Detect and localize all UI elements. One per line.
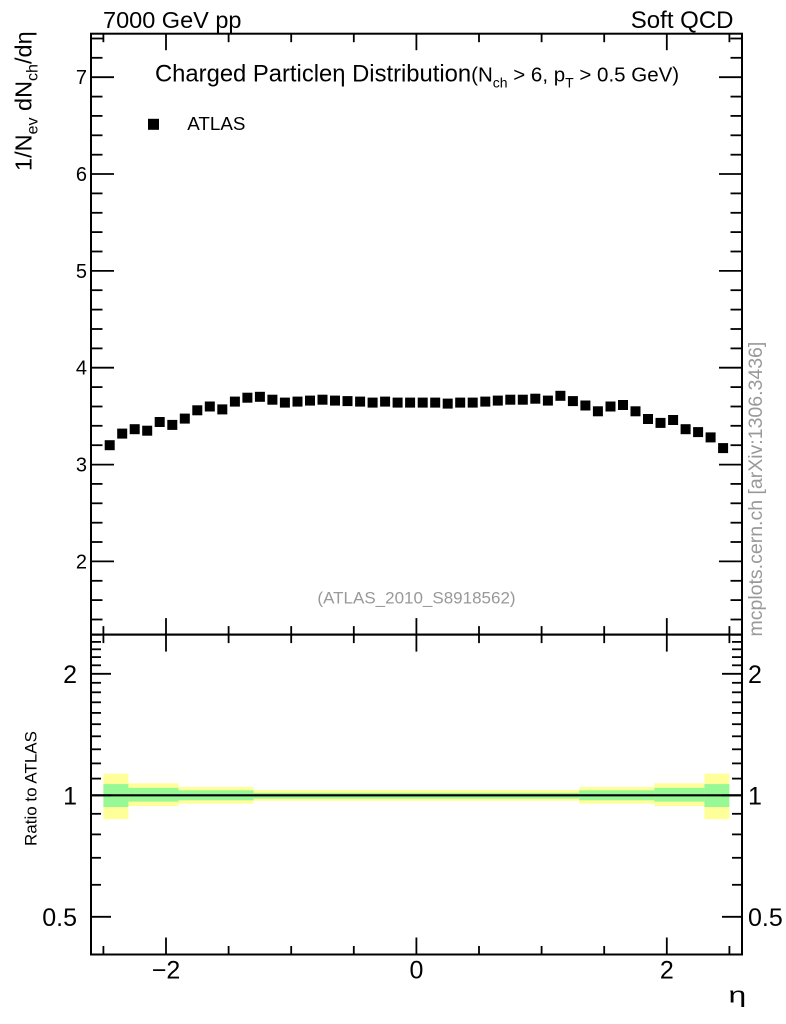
svg-text:0.5: 0.5	[748, 904, 783, 932]
svg-text:Charged Particleη Distribution: Charged Particleη Distribution(Nch > 6, …	[155, 61, 679, 91]
svg-text:6: 6	[76, 164, 87, 186]
svg-text:2: 2	[660, 957, 674, 985]
svg-text:4: 4	[76, 358, 87, 380]
svg-text:0: 0	[409, 957, 423, 985]
svg-text:1: 1	[63, 782, 77, 810]
svg-text:7000 GeV pp: 7000 GeV pp	[103, 7, 242, 33]
svg-text:η: η	[729, 982, 747, 1007]
svg-text:−2: −2	[152, 957, 181, 985]
svg-text:1/Nev dNch/dη: 1/Nev dNch/dη	[11, 31, 42, 171]
svg-text:2: 2	[63, 661, 77, 689]
svg-text:7: 7	[76, 67, 87, 89]
svg-text:5: 5	[76, 261, 87, 283]
svg-text:0.5: 0.5	[42, 904, 77, 932]
svg-text:Ratio to ATLAS: Ratio to ATLAS	[22, 731, 41, 846]
svg-text:(ATLAS_2010_S8918562): (ATLAS_2010_S8918562)	[317, 589, 515, 608]
svg-text:ATLAS: ATLAS	[187, 113, 245, 134]
svg-text:mcplots.cern.ch [arXiv:1306.34: mcplots.cern.ch [arXiv:1306.3436]	[745, 342, 767, 637]
svg-text:2: 2	[748, 661, 762, 689]
svg-text:Soft QCD: Soft QCD	[631, 7, 734, 34]
svg-text:1: 1	[748, 782, 762, 810]
svg-text:3: 3	[76, 455, 87, 477]
svg-text:2: 2	[76, 551, 87, 573]
